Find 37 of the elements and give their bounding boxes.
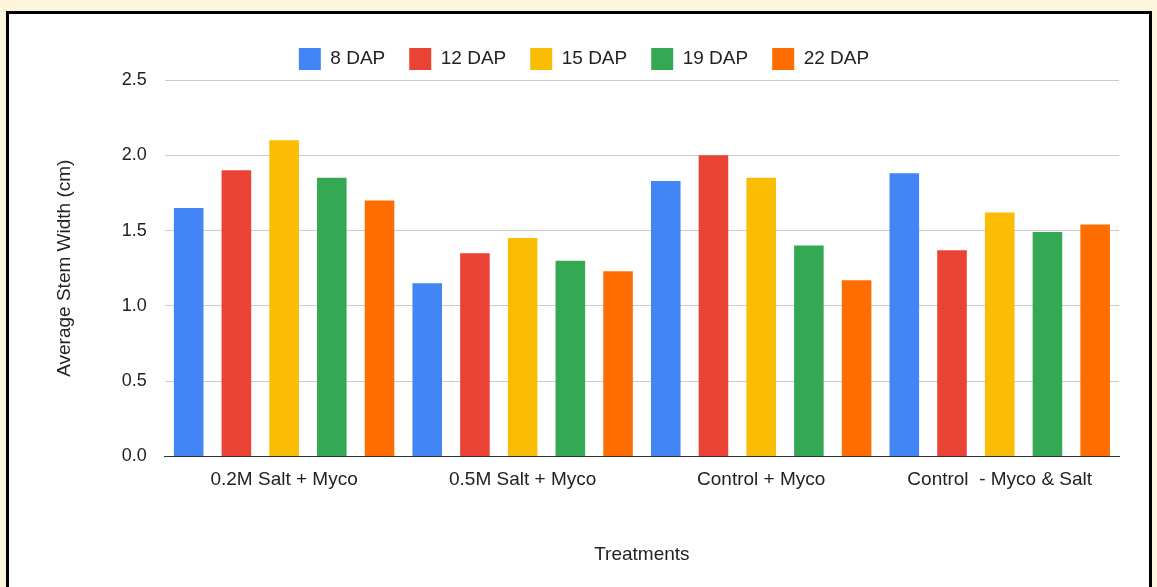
bar: [555, 260, 586, 456]
bar: [841, 280, 872, 456]
bar: [460, 253, 490, 456]
bar: [698, 155, 729, 456]
bar: [317, 177, 347, 456]
x-tick-label: Control + Myco: [697, 468, 826, 490]
y-tick-label: 1.0: [121, 294, 147, 315]
bar: [650, 180, 681, 456]
y-tick-label: 0.5: [121, 370, 147, 391]
bar: [937, 250, 967, 456]
bar: [889, 173, 920, 456]
x-axis-title: Treatments: [594, 542, 690, 564]
x-tick-label: 0.2M Salt + Myco: [210, 468, 358, 490]
bar: [221, 170, 252, 456]
legend-label: 15 DAP: [561, 47, 628, 69]
x-tick-label: 0.5M Salt + Myco: [448, 468, 597, 490]
x-tick-label: Control - Myco & Salt: [907, 468, 1093, 490]
y-tick-label: 2.0: [121, 144, 147, 165]
bar: [364, 200, 395, 456]
legend-label: 8 DAP: [330, 47, 386, 69]
y-tick-label: 1.5: [121, 219, 147, 240]
bar: [173, 207, 204, 456]
bar: [507, 238, 538, 456]
y-tick-label: 2.5: [121, 68, 147, 89]
bar: [1032, 232, 1063, 456]
bar: [794, 245, 824, 456]
bar: [412, 283, 443, 456]
bar: [603, 271, 633, 456]
bar: [1080, 224, 1110, 456]
bar: [746, 177, 776, 456]
y-axis-title: Average Stem Width (cm): [52, 159, 74, 377]
y-tick-label: 0.0: [121, 445, 147, 466]
bar: [984, 212, 1015, 456]
legend-label: 12 DAP: [440, 47, 507, 69]
bar: [269, 140, 299, 456]
legend-label: 22 DAP: [803, 47, 870, 69]
legend-label: 19 DAP: [682, 47, 749, 69]
